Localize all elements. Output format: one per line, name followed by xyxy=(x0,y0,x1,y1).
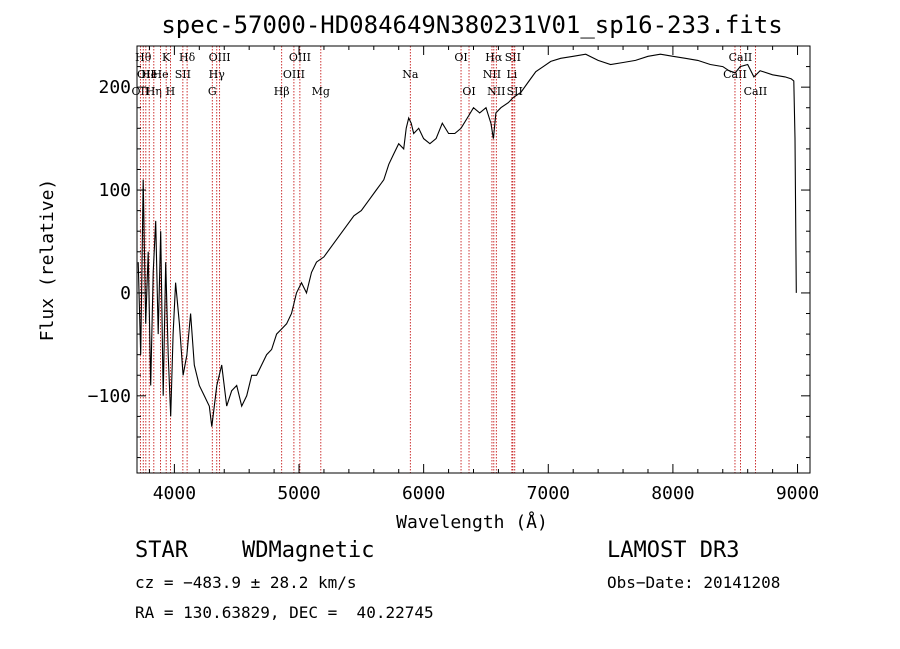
marker-label-26: CaII xyxy=(723,68,747,81)
survey-name: LAMOST DR3 xyxy=(607,538,740,563)
y-tick-label-3: 200 xyxy=(98,77,131,98)
plot-frame xyxy=(136,45,811,474)
object-class: STAR xyxy=(135,538,188,563)
marker-label-6: K xyxy=(162,51,171,64)
marker-label-11: Hγ xyxy=(209,68,226,81)
marker-label-24: SII xyxy=(505,51,521,64)
y-tick-label-1: 0 xyxy=(120,283,131,304)
y-tick-label-2: 100 xyxy=(98,180,131,201)
marker-label-20: NII xyxy=(483,68,501,81)
marker-label-8: SII xyxy=(175,68,191,81)
x-tick-label-5: 9000 xyxy=(776,483,819,504)
marker-label-18: OI xyxy=(454,51,467,64)
marker-label-19: OI xyxy=(462,85,475,98)
marker-label-7: H xyxy=(166,85,176,98)
marker-label-0: OII xyxy=(132,85,150,98)
chart-title: spec-57000-HD084649N380231V01_sp16-233.f… xyxy=(161,11,782,39)
x-tick-label-2: 6000 xyxy=(402,483,445,504)
marker-label-28: CaII xyxy=(744,85,768,98)
marker-label-12: OIII xyxy=(209,51,231,64)
marker-label-15: OIII xyxy=(289,51,311,64)
y-axis-label: Flux (relative) xyxy=(37,179,58,342)
obs-date: Obs−Date: 20141208 xyxy=(607,573,781,592)
marker-label-17: Na xyxy=(402,68,419,81)
x-tick-label-3: 7000 xyxy=(527,483,570,504)
y-tick-label-0: −100 xyxy=(88,386,131,407)
marker-label-14: OIII xyxy=(283,68,305,81)
velocity-readout: cz = −483.9 ± 28.2 km/s xyxy=(135,573,357,592)
x-axis-label: Wavelength (Å) xyxy=(396,511,548,533)
marker-label-3: He xyxy=(141,68,157,81)
axis-ticks: 4000 5000 6000 7000 8000 9000 −100 0 100 200 xyxy=(88,45,819,504)
marker-label-23: Li xyxy=(506,68,517,81)
marker-label-2: OII xyxy=(137,68,155,81)
marker-label-13: Hβ xyxy=(274,85,290,98)
marker-label-27: CaII xyxy=(729,51,753,64)
x-tick-label-0: 4000 xyxy=(153,483,196,504)
marker-label-4: Hη xyxy=(146,85,162,98)
marker-label-10: G xyxy=(208,85,217,98)
x-tick-label-4: 8000 xyxy=(651,483,694,504)
x-tick-label-1: 5000 xyxy=(277,483,320,504)
marker-label-9: Hδ xyxy=(179,51,196,64)
marker-label-1: Hθ xyxy=(135,51,152,64)
marker-label-21: Hα xyxy=(485,51,503,64)
marker-label-16: Mg xyxy=(312,85,330,98)
marker-label-25: SII xyxy=(507,85,523,98)
spectral-line-markers: OIIHθOIIHeHηHeKHSIIHδGHγOIIIHβOIIIOIIIMg… xyxy=(132,46,768,473)
spectrum-line xyxy=(137,53,797,427)
marker-label-5: He xyxy=(153,68,169,81)
marker-label-22: NII xyxy=(487,85,505,98)
coordinates: RA = 130.63829, DEC = 40.22745 xyxy=(135,603,434,622)
object-subclass: WDMagnetic xyxy=(242,538,375,563)
